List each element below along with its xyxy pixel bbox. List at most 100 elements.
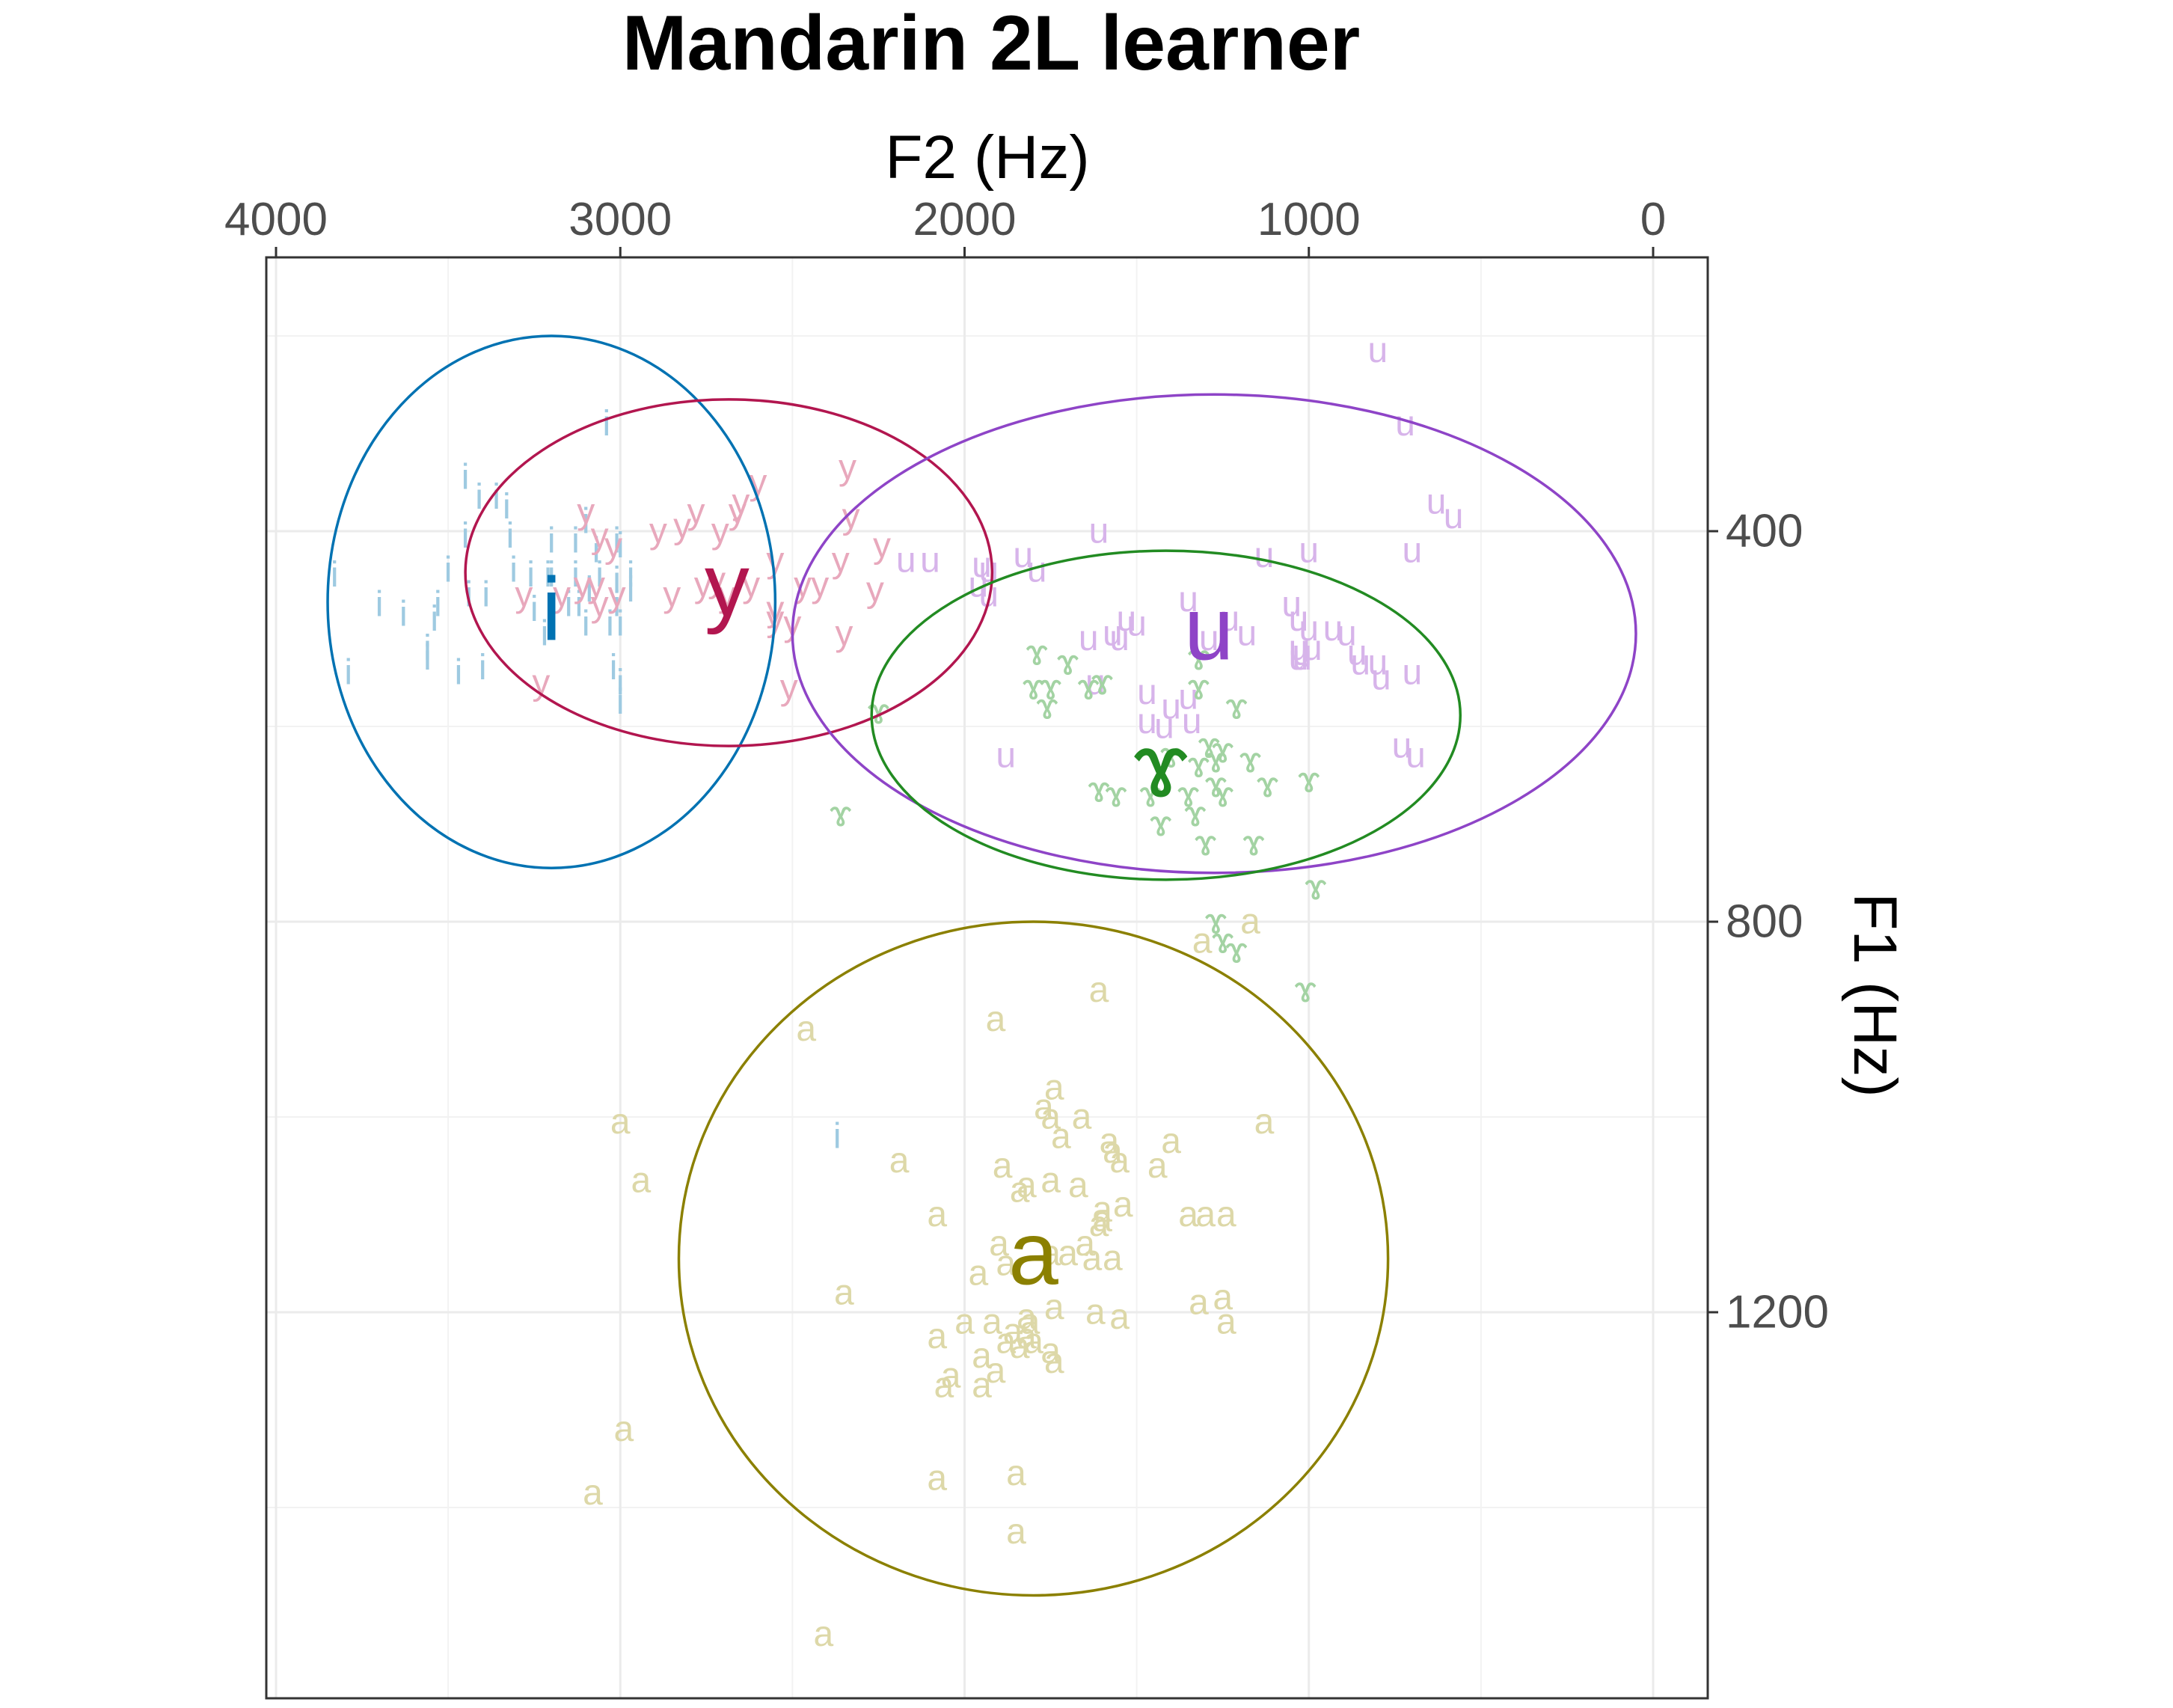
mean-label-gamma: ɤ xyxy=(1133,715,1189,815)
data-point-gamma: ɤ xyxy=(1023,667,1045,707)
data-point-a: a xyxy=(1044,1068,1064,1107)
data-point-gamma: ɤ xyxy=(1188,667,1210,707)
data-point-i: i xyxy=(613,584,621,624)
data-point-a: a xyxy=(1089,1205,1109,1244)
data-point-u: u xyxy=(1220,599,1240,639)
data-point-a: a xyxy=(1068,1166,1088,1205)
data-point-i: i xyxy=(575,584,583,624)
panel-border xyxy=(265,256,1709,1700)
data-point-y: y xyxy=(811,565,829,604)
data-point-i: i xyxy=(616,604,625,643)
data-point-a: a xyxy=(1017,1317,1037,1356)
data-point-gamma: ɤ xyxy=(1139,775,1162,815)
data-point-a: a xyxy=(1161,1121,1181,1161)
data-point-i: i xyxy=(627,555,635,595)
data-point-i: i xyxy=(606,604,614,643)
chart-title: Mandarin 2L learner xyxy=(622,0,1360,87)
data-point-gamma: ɤ xyxy=(1091,663,1114,703)
data-point-a: a xyxy=(1075,1224,1095,1264)
data-point-u: u xyxy=(1292,638,1312,678)
data-point-u: u xyxy=(1371,658,1391,697)
data-point-gamma: ɤ xyxy=(1088,770,1110,809)
data-point-gamma: ɤ xyxy=(1150,804,1172,844)
data-point-a: a xyxy=(969,1253,989,1293)
data-point-i: i xyxy=(455,653,463,693)
data-point-y: y xyxy=(729,492,747,531)
data-point-i: i xyxy=(444,551,453,590)
data-point-u: u xyxy=(1103,614,1123,654)
data-point-gamma: ɤ xyxy=(1225,931,1248,971)
data-point-a: a xyxy=(1040,1234,1061,1273)
data-point-gamma: ɤ xyxy=(1257,765,1279,805)
data-point-a: a xyxy=(1058,1234,1078,1273)
data-point-u: u xyxy=(1116,599,1136,639)
data-point-gamma: ɤ xyxy=(1188,746,1210,786)
data-point-i: i xyxy=(423,628,432,668)
data-point-a: a xyxy=(996,1322,1016,1362)
x-tick-label: 3000 xyxy=(568,194,672,245)
data-point-a: a xyxy=(1254,1102,1275,1142)
data-point-y: y xyxy=(711,512,729,551)
data-point-a: a xyxy=(1089,970,1109,1010)
data-point-u: u xyxy=(1402,653,1422,693)
data-point-u: u xyxy=(1323,609,1343,649)
data-point-a: a xyxy=(614,1409,634,1449)
data-point-y: y xyxy=(608,575,626,614)
ellipse-u xyxy=(791,393,1637,875)
data-point-y: y xyxy=(732,482,750,521)
data-point-i: i xyxy=(479,648,487,688)
data-point-u: u xyxy=(1289,628,1309,668)
data-point-u: u xyxy=(1289,599,1309,639)
data-point-y: y xyxy=(708,560,726,600)
data-point-a: a xyxy=(989,1224,1009,1264)
data-point-i: i xyxy=(465,575,473,614)
data-point-i: i xyxy=(627,570,635,610)
data-point-a: a xyxy=(996,1243,1016,1283)
data-point-a: a xyxy=(1051,1117,1071,1157)
data-point-u: u xyxy=(1444,497,1464,536)
data-point-a: a xyxy=(1109,1297,1130,1337)
data-point-gamma: ɤ xyxy=(1205,902,1228,942)
data-point-u: u xyxy=(1367,643,1388,683)
y-tick-label: 1200 xyxy=(1726,1287,1829,1338)
data-point-gamma: ɤ xyxy=(1036,687,1058,726)
data-point-i: i xyxy=(530,590,539,629)
mean-label-a: a xyxy=(1008,1204,1058,1304)
data-point-a: a xyxy=(1082,1239,1102,1279)
data-point-a: a xyxy=(1189,1282,1209,1322)
data-point-a: a xyxy=(1085,1293,1106,1332)
data-point-u: u xyxy=(1161,687,1181,726)
data-point-y: y xyxy=(587,565,605,604)
panel-background xyxy=(266,257,1708,1698)
data-point-i: i xyxy=(585,570,593,610)
data-point-gamma: ɤ xyxy=(1198,726,1220,766)
data-point-y: y xyxy=(574,565,592,604)
data-point-y: y xyxy=(604,526,622,566)
data-point-u: u xyxy=(1350,643,1370,683)
x-tick-label: 2000 xyxy=(913,194,1017,245)
data-point-i: i xyxy=(492,477,500,517)
data-point-gamma: ɤ xyxy=(1205,765,1228,805)
data-point-a: a xyxy=(583,1473,603,1513)
data-point-a: a xyxy=(631,1160,652,1200)
data-point-gamma: ɤ xyxy=(830,795,852,834)
data-point-a: a xyxy=(1240,902,1260,942)
data-point-a: a xyxy=(1034,1087,1054,1127)
data-point-i: i xyxy=(482,575,490,614)
data-point-a: a xyxy=(1040,1332,1061,1371)
data-point-i: i xyxy=(616,682,625,722)
data-point-i: i xyxy=(610,648,618,688)
data-point-a: a xyxy=(1006,1454,1026,1493)
data-point-a: a xyxy=(889,1141,910,1181)
data-point-u: u xyxy=(1178,580,1198,619)
x-tick-label: 4000 xyxy=(224,194,328,245)
data-point-i: i xyxy=(616,663,625,703)
data-point-a: a xyxy=(1010,1326,1030,1366)
data-point-a: a xyxy=(982,1303,1002,1342)
data-point-u: u xyxy=(1089,512,1109,551)
data-point-a: a xyxy=(1006,1512,1026,1552)
plot-area: ii ii i ii i ii i iii i iii i i ii ii ii i i i iii i i i iiiii… xyxy=(224,194,1829,1700)
data-point-u: u xyxy=(1182,702,1202,741)
data-point-a: a xyxy=(834,1273,854,1312)
data-point-i: i xyxy=(462,516,470,556)
